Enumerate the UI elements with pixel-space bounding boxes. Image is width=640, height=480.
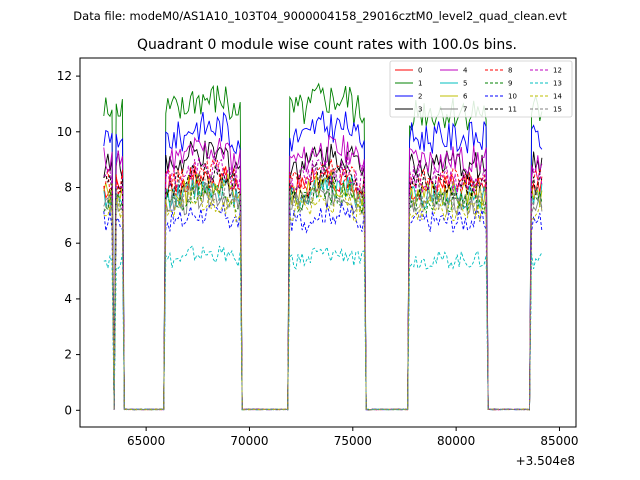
series-line-1: [103, 82, 543, 411]
legend-label: 13: [553, 80, 562, 88]
chart-title: Quadrant 0 module wise count rates with …: [137, 37, 517, 53]
x-tick-label: 65000: [127, 434, 165, 448]
legend-label: 0: [418, 67, 422, 75]
x-tick-label: 75000: [334, 434, 372, 448]
legend-label: 6: [463, 93, 468, 101]
legend-label: 12: [553, 67, 562, 75]
legend-label: 2: [418, 93, 422, 101]
series-line-9: [103, 181, 543, 411]
series-layer: [103, 82, 543, 411]
x-tick-label: 80000: [437, 434, 475, 448]
y-tick-label: 2: [64, 348, 72, 362]
legend-label: 10: [508, 93, 517, 101]
y-tick-label: 12: [57, 69, 72, 83]
x-offset-label: +3.504e8: [516, 454, 575, 468]
legend-label: 8: [508, 67, 512, 75]
legend-label: 3: [418, 106, 422, 114]
legend-label: 14: [553, 93, 562, 101]
legend-box: [389, 60, 573, 118]
x-axis: 65000 70000 75000 80000 85000: [127, 427, 579, 448]
series-line-14: [103, 191, 543, 411]
legend-label: 4: [463, 67, 468, 75]
y-tick-label: 4: [64, 292, 72, 306]
legend-label: 9: [508, 80, 512, 88]
y-tick-label: 0: [64, 403, 72, 417]
series-line-15: [103, 177, 543, 411]
y-axis: 0 2 4 6 8 10 12: [57, 69, 80, 417]
series-line-7: [103, 183, 543, 411]
y-tick-label: 8: [64, 180, 72, 194]
series-line-4: [103, 134, 543, 411]
series-line-5: [103, 175, 543, 411]
plot-frame: [79, 57, 577, 428]
legend-label: 1: [418, 80, 422, 88]
legend-label: 11: [508, 106, 517, 114]
series-line-2: [103, 110, 543, 411]
series-line-10: [103, 202, 543, 411]
y-tick-label: 6: [64, 236, 72, 250]
legend-label: 7: [463, 106, 467, 114]
data-file-label: Data file: modeM0/AS1A10_103T04_90000041…: [73, 9, 567, 23]
x-tick-label: 85000: [540, 434, 578, 448]
series-line-12: [103, 155, 543, 411]
series-line-13: [103, 244, 543, 411]
legend-label: 15: [553, 106, 562, 114]
legend-label: 5: [463, 80, 467, 88]
y-tick-label: 10: [57, 125, 72, 139]
series-line-11: [103, 162, 543, 411]
x-tick-label: 70000: [230, 434, 268, 448]
